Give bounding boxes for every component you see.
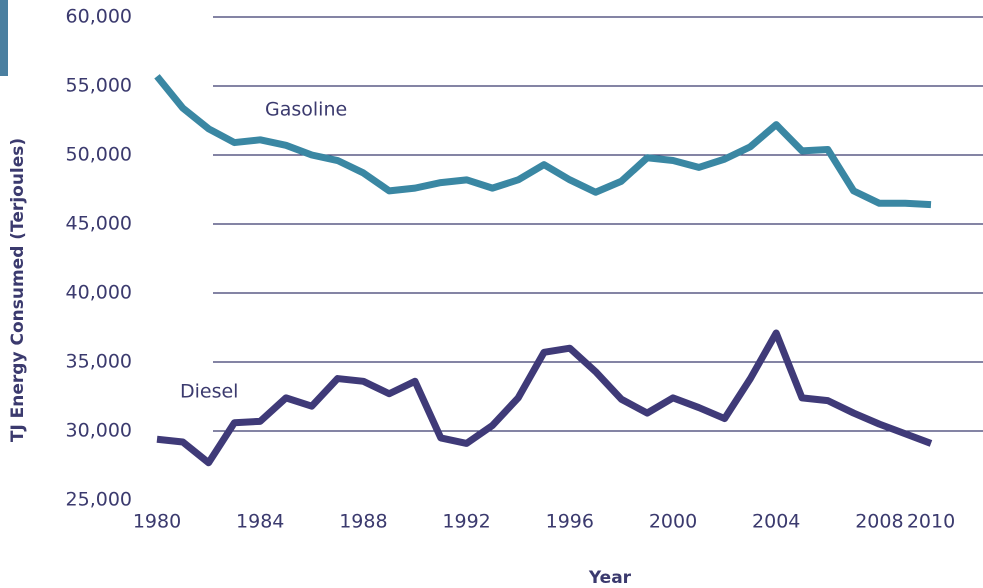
- y-tick-label: 60,000: [66, 6, 132, 28]
- x-tick-label: 1984: [236, 511, 284, 533]
- y-tick-label: 25,000: [66, 489, 132, 511]
- y-axis-label: TJ Energy Consumed (Terjoules): [8, 138, 28, 442]
- x-tick-label: 2008: [855, 511, 903, 533]
- x-tick-label: 1996: [546, 511, 594, 533]
- y-tick-label: 50,000: [66, 144, 132, 166]
- series-label: Diesel: [180, 381, 238, 403]
- y-tick-label: 30,000: [66, 420, 132, 442]
- series-label: Gasoline: [265, 99, 347, 121]
- y-tick-label: 45,000: [66, 213, 132, 235]
- x-tick-label: 1980: [133, 511, 181, 533]
- x-tick-label: 1988: [339, 511, 387, 533]
- series-line: [156, 329, 933, 467]
- series-line: [154, 74, 932, 209]
- x-tick-label: 1992: [442, 511, 490, 533]
- x-tick-label: 2000: [649, 511, 697, 533]
- x-tick-label: 2010: [907, 511, 955, 533]
- decoration: [0, 0, 8, 76]
- x-axis-label: Year: [588, 568, 632, 588]
- y-tick-label: 35,000: [66, 351, 132, 373]
- y-tick-label: 40,000: [66, 282, 132, 304]
- y-tick-label: 55,000: [66, 75, 132, 97]
- x-tick-label: 2004: [752, 511, 800, 533]
